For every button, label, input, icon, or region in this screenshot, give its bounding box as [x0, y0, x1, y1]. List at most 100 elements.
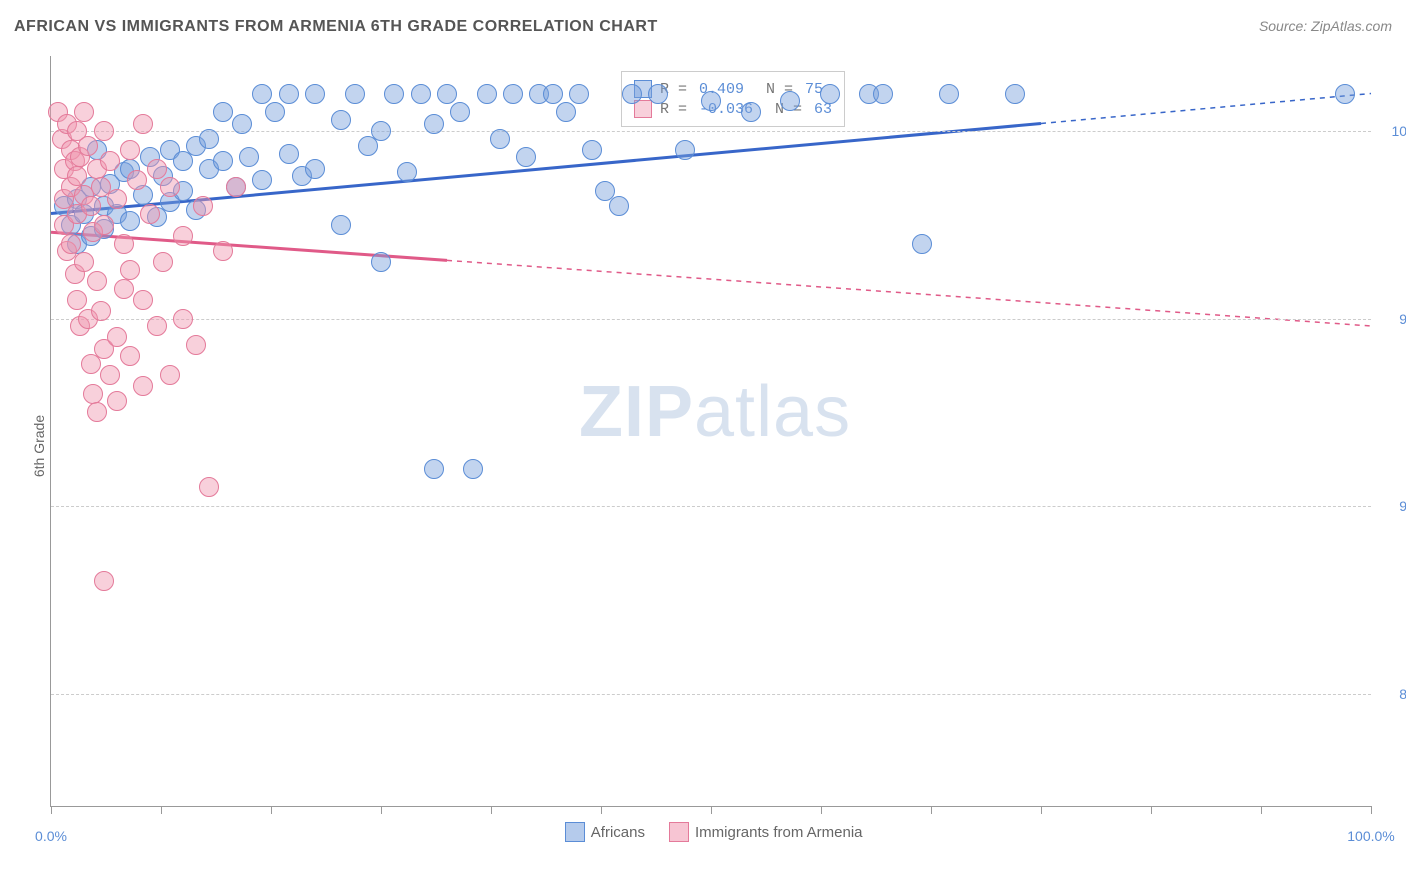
series-legend-item: Africans: [565, 822, 645, 842]
data-point: [100, 365, 120, 385]
series-legend: Africans Immigrants from Armenia: [565, 822, 863, 842]
data-point: [107, 391, 127, 411]
series-legend-label: Africans: [591, 824, 645, 841]
data-point: [153, 252, 173, 272]
data-point: [780, 91, 800, 111]
x-tick: [601, 806, 602, 814]
data-point: [127, 170, 147, 190]
data-point: [648, 84, 668, 104]
data-point: [147, 159, 167, 179]
legend-swatch: [669, 822, 689, 842]
data-point: [199, 477, 219, 497]
data-point: [1005, 84, 1025, 104]
data-point: [193, 196, 213, 216]
x-tick: [1041, 806, 1042, 814]
data-point: [133, 376, 153, 396]
data-point: [397, 162, 417, 182]
data-point: [331, 215, 351, 235]
data-point: [371, 121, 391, 141]
data-point: [371, 252, 391, 272]
x-tick: [821, 806, 822, 814]
data-point: [114, 234, 134, 254]
data-point: [83, 384, 103, 404]
data-point: [232, 114, 252, 134]
data-point: [67, 290, 87, 310]
y-tick-label: 90.0%: [1399, 498, 1406, 514]
x-tick: [1261, 806, 1262, 814]
data-point: [78, 136, 98, 156]
data-point: [186, 335, 206, 355]
data-point: [701, 91, 721, 111]
data-point: [94, 121, 114, 141]
x-tick: [491, 806, 492, 814]
data-point: [279, 144, 299, 164]
data-point: [437, 84, 457, 104]
data-point: [424, 459, 444, 479]
data-point: [912, 234, 932, 254]
plot-area: ZIPatlas R = 0.409N = 75R = -0.036N = 63…: [50, 56, 1371, 807]
data-point: [147, 316, 167, 336]
data-point: [213, 241, 233, 261]
data-point: [120, 346, 140, 366]
data-point: [939, 84, 959, 104]
data-point: [61, 234, 81, 254]
data-point: [477, 84, 497, 104]
data-point: [516, 147, 536, 167]
data-point: [120, 260, 140, 280]
data-point: [873, 84, 893, 104]
data-point: [345, 84, 365, 104]
x-tick: [51, 806, 52, 814]
data-point: [133, 290, 153, 310]
data-point: [173, 226, 193, 246]
data-point: [160, 177, 180, 197]
data-point: [490, 129, 510, 149]
data-point: [305, 159, 325, 179]
data-point: [1335, 84, 1355, 104]
data-point: [463, 459, 483, 479]
data-point: [213, 151, 233, 171]
gridline: [51, 694, 1371, 695]
data-point: [239, 147, 259, 167]
data-point: [556, 102, 576, 122]
data-point: [252, 84, 272, 104]
data-point: [120, 211, 140, 231]
data-point: [133, 114, 153, 134]
data-point: [107, 189, 127, 209]
source-label: Source: ZipAtlas.com: [1259, 18, 1392, 34]
trend-line-dashed: [1041, 94, 1371, 124]
legend-swatch: [565, 822, 585, 842]
data-point: [160, 365, 180, 385]
series-legend-label: Immigrants from Armenia: [695, 824, 863, 841]
x-tick: [1151, 806, 1152, 814]
gridline: [51, 319, 1371, 320]
data-point: [820, 84, 840, 104]
data-point: [675, 140, 695, 160]
watermark-bold: ZIP: [579, 372, 694, 452]
data-point: [569, 84, 589, 104]
data-point: [503, 84, 523, 104]
data-point: [305, 84, 325, 104]
trend-line-dashed: [447, 260, 1371, 326]
data-point: [331, 110, 351, 130]
x-tick: [161, 806, 162, 814]
data-point: [213, 102, 233, 122]
data-point: [173, 309, 193, 329]
data-point: [411, 84, 431, 104]
data-point: [279, 84, 299, 104]
data-point: [94, 215, 114, 235]
x-tick-label: 0.0%: [35, 828, 67, 844]
x-tick: [711, 806, 712, 814]
gridline: [51, 506, 1371, 507]
series-legend-item: Immigrants from Armenia: [669, 822, 863, 842]
data-point: [81, 196, 101, 216]
legend-row: R = -0.036N = 63: [634, 100, 832, 118]
data-point: [582, 140, 602, 160]
data-point: [91, 301, 111, 321]
data-point: [450, 102, 470, 122]
x-tick: [1371, 806, 1372, 814]
data-point: [94, 571, 114, 591]
data-point: [741, 102, 761, 122]
x-tick: [381, 806, 382, 814]
data-point: [622, 84, 642, 104]
watermark: ZIPatlas: [579, 371, 851, 453]
